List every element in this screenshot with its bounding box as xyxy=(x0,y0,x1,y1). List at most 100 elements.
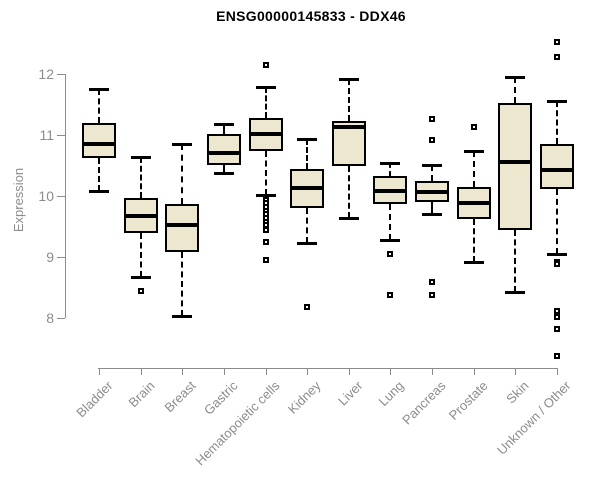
outlier-point-hematopoietic-cells xyxy=(262,238,269,245)
lower-whisker-cap-bladder xyxy=(89,190,109,194)
box-gastric xyxy=(206,133,241,165)
upper-whisker-gastric xyxy=(222,124,225,134)
upper-whisker-prostate xyxy=(472,150,475,188)
outlier-point-lung xyxy=(387,292,394,299)
median-line-bladder xyxy=(84,141,114,146)
lower-whisker-brain xyxy=(139,233,142,278)
upper-whisker-kidney xyxy=(306,139,309,170)
outlier-point-lung xyxy=(387,250,394,257)
upper-whisker-cap-liver xyxy=(338,77,359,81)
x-axis-line xyxy=(98,368,558,369)
lower-whisker-cap-lung xyxy=(380,238,401,242)
chart-title: ENSG00000145833 - DDX46 xyxy=(216,8,406,24)
lower-whisker-hematopoietic-cells xyxy=(264,150,267,195)
median-line-gastric xyxy=(208,150,239,155)
lower-whisker-kidney xyxy=(306,208,309,243)
lower-whisker-cap-gastric xyxy=(213,171,234,175)
lower-whisker-cap-skin xyxy=(505,290,526,294)
lower-whisker-cap-unknown-other xyxy=(547,252,567,256)
x-tick xyxy=(557,368,558,375)
upper-whisker-pancreas xyxy=(431,164,434,181)
outlier-point-pancreas xyxy=(429,279,436,285)
outlier-point-unknown-other xyxy=(554,39,560,46)
outlier-point-pancreas xyxy=(429,291,436,298)
x-tick xyxy=(182,368,184,375)
y-tick xyxy=(57,318,65,319)
upper-whisker-unknown-other xyxy=(556,100,558,145)
outlier-point-unknown-other xyxy=(554,53,560,60)
median-line-pancreas xyxy=(417,189,448,194)
median-line-skin xyxy=(500,160,531,165)
y-axis-line xyxy=(65,74,66,318)
lower-whisker-pancreas xyxy=(431,202,434,215)
median-line-liver xyxy=(333,125,364,130)
median-line-brain xyxy=(125,213,156,218)
outlier-point-prostate xyxy=(470,124,477,131)
upper-whisker-cap-skin xyxy=(505,76,526,80)
x-tick xyxy=(140,368,142,375)
y-tick-label: 10 xyxy=(38,188,54,204)
lower-whisker-cap-pancreas xyxy=(422,213,443,217)
upper-whisker-cap-lung xyxy=(380,162,401,166)
upper-whisker-breast xyxy=(181,143,184,204)
y-tick xyxy=(57,257,65,258)
upper-whisker-liver xyxy=(347,78,350,121)
y-tick xyxy=(57,135,65,136)
x-tick xyxy=(223,368,225,375)
lower-whisker-lung xyxy=(389,203,392,240)
lower-whisker-breast xyxy=(181,252,184,317)
y-tick-label: 12 xyxy=(38,66,54,82)
x-tick xyxy=(515,368,517,375)
upper-whisker-brain xyxy=(139,156,142,199)
upper-whisker-cap-prostate xyxy=(463,149,484,153)
lower-whisker-cap-brain xyxy=(130,276,151,280)
median-line-prostate xyxy=(458,201,489,206)
lower-whisker-gastric xyxy=(222,164,225,173)
lower-whisker-unknown-other xyxy=(556,189,558,254)
box-breast xyxy=(165,203,200,253)
x-tick xyxy=(390,368,392,375)
median-line-breast xyxy=(167,223,198,228)
upper-whisker-cap-breast xyxy=(172,142,193,146)
outlier-point-unknown-other xyxy=(554,313,560,320)
lower-whisker-cap-prostate xyxy=(463,260,484,264)
y-tick-label: 9 xyxy=(46,249,54,265)
lower-whisker-prostate xyxy=(472,219,475,262)
upper-whisker-cap-gastric xyxy=(213,123,234,127)
box-bladder xyxy=(82,122,116,159)
median-line-hematopoietic-cells xyxy=(250,131,281,136)
x-tick xyxy=(99,368,100,375)
upper-whisker-cap-kidney xyxy=(297,138,318,142)
lower-whisker-cap-kidney xyxy=(297,241,318,245)
outlier-point-unknown-other xyxy=(554,325,560,332)
outlier-point-pancreas xyxy=(429,137,436,144)
x-tick xyxy=(348,368,350,375)
y-tick xyxy=(57,74,65,75)
upper-whisker-cap-hematopoietic-cells xyxy=(255,85,276,89)
lower-whisker-bladder xyxy=(98,158,100,192)
outlier-point-hematopoietic-cells xyxy=(262,257,269,264)
lower-whisker-liver xyxy=(347,166,350,218)
lower-whisker-skin xyxy=(514,230,517,292)
upper-whisker-lung xyxy=(389,163,392,176)
upper-whisker-bladder xyxy=(98,88,100,123)
lower-whisker-cap-liver xyxy=(338,216,359,220)
x-tick xyxy=(473,368,475,375)
box-skin xyxy=(498,103,533,231)
upper-whisker-skin xyxy=(514,77,517,104)
y-tick-label: 8 xyxy=(46,310,54,326)
median-line-lung xyxy=(375,189,406,194)
upper-whisker-cap-pancreas xyxy=(422,163,443,167)
median-line-kidney xyxy=(292,186,323,191)
upper-whisker-cap-brain xyxy=(130,155,151,159)
outlier-point-brain xyxy=(137,287,144,294)
lower-whisker-cap-breast xyxy=(172,315,193,319)
upper-whisker-cap-bladder xyxy=(89,87,109,91)
x-tick xyxy=(265,368,267,375)
upper-whisker-hematopoietic-cells xyxy=(264,86,267,118)
outlier-point-kidney xyxy=(304,304,311,311)
outlier-point-unknown-other xyxy=(554,308,560,315)
median-line-unknown-other xyxy=(542,167,572,172)
upper-whisker-cap-unknown-other xyxy=(547,99,567,103)
